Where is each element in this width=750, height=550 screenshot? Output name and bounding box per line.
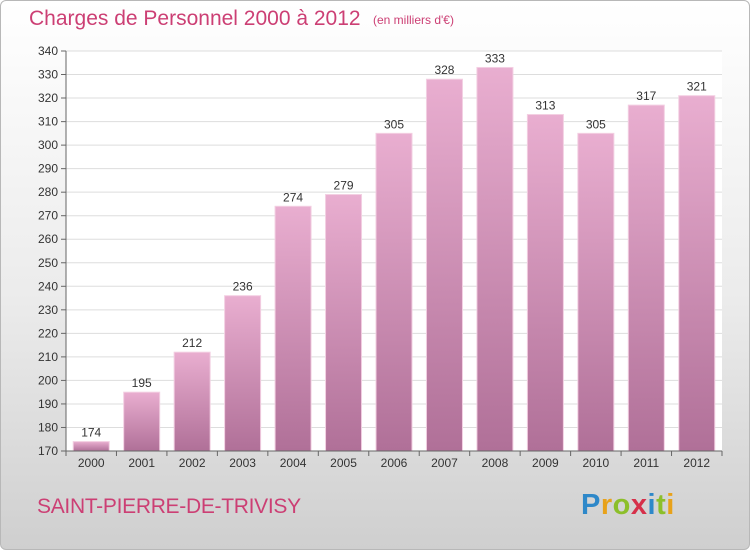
- y-tick-label: 220: [38, 326, 58, 340]
- value-label: 212: [182, 336, 202, 350]
- y-tick-label: 280: [38, 185, 58, 199]
- value-label: 313: [535, 99, 555, 113]
- logo-letter: i: [666, 489, 675, 521]
- value-label: 328: [434, 63, 454, 77]
- y-tick-label: 320: [38, 91, 58, 105]
- logo-letter: i: [647, 489, 657, 521]
- value-label: 333: [485, 51, 505, 65]
- chart-subtitle: (en milliers d'€): [373, 13, 454, 27]
- bar-2004: [274, 205, 312, 452]
- value-label: 195: [132, 376, 152, 390]
- bar-2012: [678, 95, 716, 452]
- y-tick-label: 210: [38, 350, 58, 364]
- bar-2005: [325, 194, 363, 452]
- bar-2009: [526, 114, 564, 452]
- value-label: 279: [334, 179, 354, 193]
- x-tick-label: 2006: [381, 456, 408, 470]
- logo-letter: P: [581, 489, 601, 521]
- y-tick-label: 310: [38, 115, 58, 129]
- x-tick-label: 2011: [633, 456, 659, 470]
- value-label: 305: [384, 117, 404, 131]
- bar-2003: [224, 295, 262, 452]
- logo-letter: x: [630, 489, 648, 521]
- proxiti-logo: Proxiti: [581, 489, 675, 522]
- y-tick-label: 270: [38, 209, 58, 223]
- bar-2008: [476, 66, 514, 452]
- town-name: SAINT-PIERRE-DE-TRIVISY: [37, 495, 301, 518]
- y-tick-label: 200: [38, 373, 58, 387]
- x-tick-label: 2003: [229, 456, 256, 470]
- y-tick-label: 190: [38, 397, 58, 411]
- bar-2002: [173, 351, 211, 452]
- y-tick-label: 240: [38, 279, 58, 293]
- y-tick-label: 230: [38, 303, 58, 317]
- y-axis: 170 180 190 200 210 220 230 240 250 260 270 280 290 3…: [38, 44, 67, 458]
- y-tick-label: 260: [38, 232, 58, 246]
- value-label: 321: [687, 80, 707, 94]
- bar-2001: [123, 391, 161, 452]
- value-label: 174: [81, 426, 101, 440]
- value-label: 236: [233, 280, 253, 294]
- bars: 174 195 212 236 274 279 305 328 333 313 305 317 321: [72, 51, 716, 452]
- x-tick-label: 2001: [128, 456, 155, 470]
- x-tick-label: 2005: [330, 456, 357, 470]
- value-label: 317: [636, 89, 656, 103]
- y-tick-label: 340: [38, 44, 58, 58]
- x-tick-label: 2008: [482, 456, 509, 470]
- bar-2000: [72, 441, 110, 452]
- y-tick-label: 330: [38, 68, 58, 82]
- x-tick-label: 2009: [532, 456, 559, 470]
- x-axis: 2000 2001 2002 2003 2004 2005 2006 2007 2008 2009…: [65, 450, 723, 470]
- bar-2010: [577, 132, 615, 452]
- y-tick-label: 180: [38, 420, 58, 434]
- value-label: 274: [283, 190, 303, 204]
- y-tick-label: 290: [38, 162, 58, 176]
- y-tick-label: 250: [38, 256, 58, 270]
- x-tick-label: 2010: [582, 456, 609, 470]
- chart-title: Charges de Personnel 2000 à 2012: [29, 7, 361, 30]
- y-tick-label: 300: [38, 138, 58, 152]
- bar-2006: [375, 132, 413, 452]
- bar-2007: [425, 78, 463, 452]
- x-tick-label: 2000: [78, 456, 105, 470]
- value-label: 305: [586, 117, 606, 131]
- logo-letter: t: [656, 489, 667, 521]
- x-tick-label: 2012: [683, 456, 710, 470]
- logo-letter: r: [600, 489, 613, 521]
- x-tick-label: 2002: [179, 456, 206, 470]
- bar-2011: [627, 104, 665, 452]
- logo-letter: o: [612, 489, 631, 521]
- x-tick-label: 2004: [280, 456, 307, 470]
- y-tick-label: 170: [38, 444, 58, 458]
- x-tick-label: 2007: [431, 456, 458, 470]
